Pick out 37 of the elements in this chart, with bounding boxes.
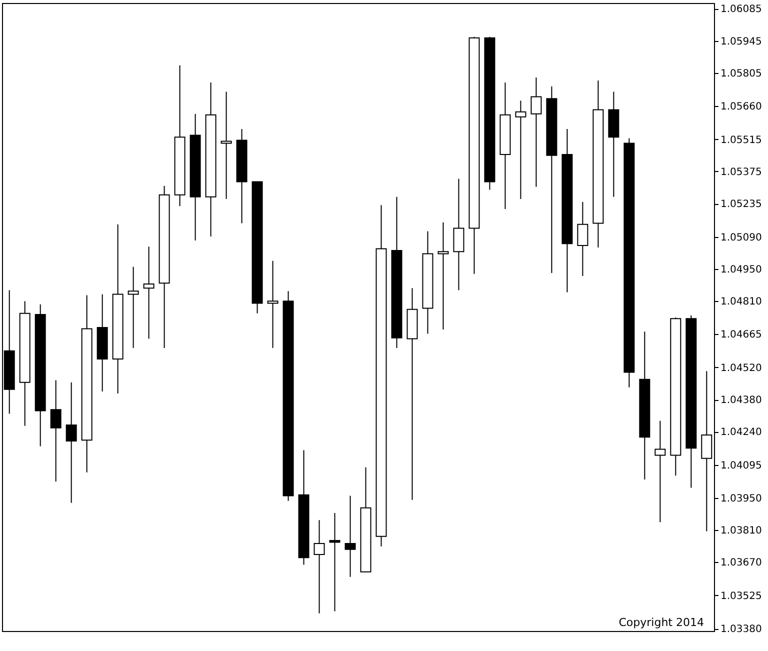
candlestick (654, 420, 666, 523)
candlestick (66, 382, 77, 504)
y-tick-label: 1.05805 (720, 68, 762, 80)
candlestick (314, 520, 325, 614)
candlestick (50, 380, 62, 482)
y-tick-label: 1.03670 (720, 558, 762, 569)
y-tick-label: 1.05945 (720, 36, 762, 48)
y-tick-label: 1.03950 (720, 494, 762, 505)
candlestick (220, 91, 232, 200)
candlestick (143, 246, 154, 340)
candlestick (515, 100, 526, 200)
y-tick-label: 1.06085 (720, 4, 762, 16)
y-tick-label: 1.04095 (720, 460, 762, 472)
y-tick-label: 1.04950 (720, 264, 762, 276)
candlestick (128, 266, 139, 348)
candlestick (453, 178, 464, 291)
y-tick-label: 1.05515 (720, 134, 762, 146)
y-tick-label: 1.04240 (720, 427, 762, 438)
y-tick-label: 1.04810 (720, 296, 762, 308)
y-tick-label: 1.05660 (720, 102, 762, 113)
candlestick (267, 260, 278, 348)
y-tick-label: 1.03810 (720, 526, 762, 537)
y-tick-label: 1.05090 (720, 232, 762, 244)
candlestick (344, 495, 356, 578)
candlestick (530, 76, 542, 188)
annotation: Copyright 2014 (618, 616, 704, 629)
y-tick-label: 1.04380 (720, 395, 762, 406)
y-tick-label: 1.05235 (720, 199, 762, 210)
candlestick (701, 370, 712, 532)
y-tick-label: 1.05375 (720, 166, 762, 178)
y-tick-label: 1.04520 (720, 362, 762, 374)
y-tick-label: 1.03525 (720, 590, 762, 602)
candlestick (438, 222, 449, 330)
candlestick (329, 512, 340, 612)
y-tick-label: 1.04665 (720, 330, 762, 341)
y-tick-label: 1.03380 (720, 624, 762, 636)
candlestick (577, 201, 588, 276)
